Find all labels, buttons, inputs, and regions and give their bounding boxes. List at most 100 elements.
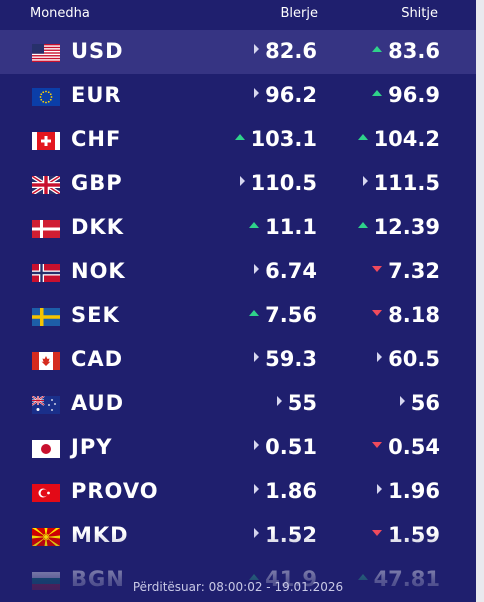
sell-value: 12.39 [373, 215, 440, 239]
trend-down-icon [372, 442, 383, 448]
trend-up-icon [249, 222, 260, 228]
sell-value: 104.2 [373, 127, 440, 151]
bottom-fade [0, 532, 476, 602]
buy-rate: 103.1 [234, 127, 317, 151]
ch-flag-icon [32, 132, 60, 150]
buy-value: 96.2 [265, 83, 317, 107]
buy-value: 82.6 [265, 39, 317, 63]
trend-up-icon [357, 134, 368, 140]
currency-code: DKK [71, 215, 124, 239]
buy-rate: 7.56 [249, 303, 317, 327]
trend-flat-icon [254, 264, 260, 274]
sell-value: 83.6 [388, 39, 440, 63]
rate-row-sek[interactable]: SEK 7.56 8.18 [0, 294, 476, 338]
header-currency: Monedha [30, 6, 90, 21]
ca-flag-icon [32, 352, 60, 370]
rate-row-nok[interactable]: NOK 6.74 7.32 [0, 250, 476, 294]
buy-rate: 110.5 [239, 171, 317, 195]
buy-value: 55 [287, 391, 317, 415]
buy-value: 103.1 [250, 127, 317, 151]
rate-row-cad[interactable]: CAD 59.3 60.5 [0, 338, 476, 382]
sell-rate: 1.96 [377, 479, 440, 503]
sell-rate: 56 [399, 391, 440, 415]
rate-row-eur[interactable]: EUR 96.2 96.9 [0, 74, 476, 118]
buy-rate: 55 [276, 391, 317, 415]
sell-value: 111.5 [373, 171, 440, 195]
buy-value: 11.1 [265, 215, 317, 239]
sell-rate: 104.2 [357, 127, 440, 151]
rate-row-chf[interactable]: CHF 103.1 104.2 [0, 118, 476, 162]
us-flag-icon [32, 44, 60, 62]
rate-row-aud[interactable]: AUD 55 56 [0, 382, 476, 426]
table-header: Monedha Blerje Shitje [0, 0, 476, 28]
trend-flat-icon [239, 176, 245, 186]
sell-rate: 12.39 [357, 215, 440, 239]
jp-flag-icon [32, 440, 60, 458]
trend-flat-icon [254, 484, 260, 494]
buy-rate: 82.6 [254, 39, 317, 63]
sell-value: 0.54 [388, 435, 440, 459]
buy-value: 59.3 [265, 347, 317, 371]
sell-value: 1.96 [388, 479, 440, 503]
trend-flat-icon [254, 352, 260, 362]
sell-rate: 96.9 [372, 83, 440, 107]
rate-row-gbp[interactable]: GBP 110.5 111.5 [0, 162, 476, 206]
currency-code: GBP [71, 171, 123, 195]
rate-row-usd[interactable]: USD 82.6 83.6 [0, 30, 476, 74]
buy-value: 7.56 [265, 303, 317, 327]
sell-rate: 0.54 [372, 435, 440, 459]
buy-value: 6.74 [265, 259, 317, 283]
page-scrollbar[interactable] [476, 0, 484, 602]
sell-value: 96.9 [388, 83, 440, 107]
trend-down-icon [372, 310, 383, 316]
trend-flat-icon [362, 176, 368, 186]
currency-code: CHF [71, 127, 122, 151]
trend-up-icon [234, 134, 245, 140]
trend-up-icon [249, 310, 260, 316]
buy-rate: 59.3 [254, 347, 317, 371]
buy-rate: 6.74 [254, 259, 317, 283]
buy-value: 1.86 [265, 479, 317, 503]
trend-flat-icon [399, 396, 405, 406]
currency-code: USD [71, 39, 124, 63]
buy-value: 110.5 [250, 171, 317, 195]
buy-rate: 11.1 [249, 215, 317, 239]
tr-flag-icon [32, 484, 60, 502]
trend-up-icon [372, 90, 383, 96]
rate-row-jpy[interactable]: JPY 0.51 0.54 [0, 426, 476, 470]
sell-rate: 8.18 [372, 303, 440, 327]
trend-flat-icon [276, 396, 282, 406]
trend-down-icon [372, 266, 383, 272]
sell-value: 8.18 [388, 303, 440, 327]
currency-code: NOK [71, 259, 126, 283]
dk-flag-icon [32, 220, 60, 238]
gb-flag-icon [32, 176, 60, 194]
trend-flat-icon [254, 440, 260, 450]
currency-code: SEK [71, 303, 120, 327]
sell-value: 56 [410, 391, 440, 415]
updated-timestamp: Përditësuar: 08:00:02 - 19.01.2026 [132, 580, 344, 594]
buy-rate: 0.51 [254, 435, 317, 459]
se-flag-icon [32, 308, 60, 326]
trend-flat-icon [377, 484, 383, 494]
buy-rate: 1.86 [254, 479, 317, 503]
trend-flat-icon [254, 88, 260, 98]
no-flag-icon [32, 264, 60, 282]
buy-rate: 96.2 [254, 83, 317, 107]
buy-value: 0.51 [265, 435, 317, 459]
sell-rate: 7.32 [372, 259, 440, 283]
currency-code: AUD [71, 391, 125, 415]
currency-code: EUR [71, 83, 122, 107]
currency-code: PROVO [71, 479, 159, 503]
currency-code: JPY [71, 435, 113, 459]
trend-up-icon [372, 46, 383, 52]
trend-up-icon [357, 222, 368, 228]
sell-rate: 111.5 [362, 171, 440, 195]
rate-row-provo[interactable]: PROVO 1.86 1.96 [0, 470, 476, 514]
trend-flat-icon [254, 44, 260, 54]
rate-row-dkk[interactable]: DKK 11.1 12.39 [0, 206, 476, 250]
trend-flat-icon [377, 352, 383, 362]
header-buy: Blerje [280, 6, 318, 21]
sell-rate: 60.5 [377, 347, 440, 371]
